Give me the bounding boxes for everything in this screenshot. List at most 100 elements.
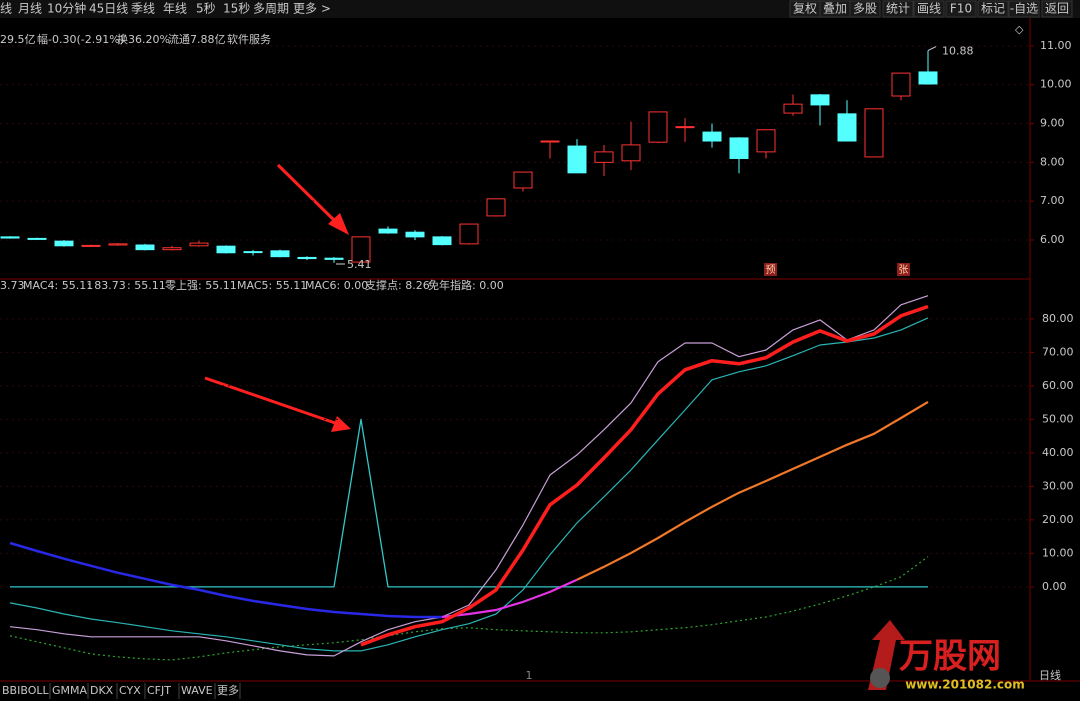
toolbar-item[interactable]: 更多 >	[293, 2, 331, 16]
legend-item: MAC4: 55.11	[23, 279, 93, 292]
indicator-tab[interactable]: CYX	[119, 684, 141, 697]
marker-label: 张	[899, 264, 909, 276]
y-tick-label: 20.00	[1042, 513, 1074, 526]
candle-body	[216, 245, 236, 254]
indicator-tab[interactable]: GMMA	[52, 684, 88, 697]
toolbar-button-label[interactable]: F10	[950, 2, 972, 16]
candle-body	[0, 236, 20, 239]
settings-icon[interactable]: ◇	[1015, 23, 1024, 36]
candle-body	[108, 243, 128, 246]
legend-item: : 83.73	[87, 279, 126, 292]
candle-body	[162, 247, 182, 251]
toolbar-item[interactable]: 10分钟	[47, 1, 86, 16]
legend-item: 3.73	[0, 279, 25, 292]
info-item: 软件服务	[227, 32, 271, 46]
y-tick-label: 0.00	[1042, 580, 1067, 593]
toolbar-item[interactable]: 5秒	[196, 2, 216, 16]
indicator-line	[9, 556, 929, 661]
marker-label: 预	[766, 264, 776, 276]
candle-body	[891, 72, 911, 97]
high-label: 10.88	[942, 45, 974, 58]
toolbar-button-label[interactable]: 多股	[853, 2, 877, 16]
indicator-tab[interactable]: BBIBOLL	[2, 684, 49, 697]
period-label: 日线	[1039, 668, 1061, 682]
indicator-line	[9, 295, 929, 657]
toolbar-button[interactable]	[913, 0, 945, 18]
candle-body	[513, 171, 533, 189]
toolbar-button-label[interactable]: 统计	[886, 2, 910, 16]
candle-body	[405, 231, 425, 238]
toolbar-item[interactable]: 多周期	[253, 2, 289, 16]
candle-body	[243, 251, 263, 254]
candle-body	[351, 236, 371, 263]
toolbar-button-label[interactable]: 画线	[917, 2, 941, 16]
toolbar-button[interactable]	[945, 0, 977, 18]
red-arrow	[204, 376, 351, 432]
legend-item: 支撑点: 8.26	[365, 278, 430, 292]
indicator-line	[9, 541, 442, 619]
candle-body	[135, 244, 155, 251]
toolbar-item[interactable]: 月线	[18, 2, 42, 16]
y-tick-label: 70.00	[1042, 345, 1074, 358]
candle-body	[702, 131, 722, 142]
indicator-tab[interactable]: CFJT	[147, 684, 171, 697]
toolbar-button[interactable]	[1041, 0, 1073, 18]
candle-body	[648, 111, 668, 143]
toolbar-button-label[interactable]: 返回	[1045, 2, 1069, 16]
candle-body	[675, 126, 695, 129]
toolbar-button-label[interactable]: -自选	[1010, 2, 1038, 16]
candle-body	[81, 244, 101, 247]
legend-item: : 55.11	[127, 279, 166, 292]
toolbar-button-label[interactable]: 标记	[981, 2, 1005, 16]
cursor-label: 1	[526, 669, 533, 682]
toolbar-item[interactable]: 15秒	[223, 2, 250, 16]
y-tick-label: 6.00	[1040, 233, 1065, 246]
y-tick-label: 30.00	[1042, 479, 1074, 492]
candle-body	[837, 113, 857, 142]
indicator-tab[interactable]: WAVE	[181, 684, 213, 697]
toolbar-button[interactable]	[849, 0, 881, 18]
info-item: 29.5亿	[0, 33, 36, 46]
y-tick-label: 60.00	[1042, 379, 1074, 392]
candle-body	[459, 223, 479, 245]
candle-body	[54, 240, 74, 247]
y-tick-label: 10.00	[1040, 78, 1072, 91]
y-tick-label: 7.00	[1040, 194, 1065, 207]
toolbar-item[interactable]: 季线	[131, 2, 155, 16]
candle-body	[810, 94, 830, 106]
indicator-tab[interactable]: DKX	[90, 684, 114, 697]
candle-body	[270, 250, 290, 258]
candle-body	[540, 140, 560, 143]
y-tick-label: 10.00	[1042, 546, 1074, 559]
candle-body	[864, 108, 884, 158]
indicator-line	[576, 400, 929, 581]
indicator-line	[10, 418, 928, 588]
candle-body	[783, 103, 803, 114]
y-tick-label: 11.00	[1040, 39, 1072, 52]
red-arrow	[276, 163, 349, 235]
info-item: 换36.20%	[117, 32, 170, 46]
toolbar-button[interactable]	[977, 0, 1009, 18]
watermark: 万股网 www.201082.com	[868, 620, 1025, 692]
indicator-tab[interactable]: 更多	[217, 683, 239, 697]
toolbar-item[interactable]: 线	[0, 2, 12, 16]
candle-body	[918, 71, 938, 85]
low-label: 5.41	[347, 258, 372, 271]
candle-body	[297, 256, 317, 260]
indicator-line	[9, 317, 929, 652]
candle-body	[189, 242, 209, 247]
toolbar-item[interactable]: 年线	[163, 2, 187, 16]
toolbar-button[interactable]	[1008, 0, 1040, 18]
toolbar-button[interactable]	[882, 0, 914, 18]
y-tick-label: 40.00	[1042, 446, 1074, 459]
candle-body	[378, 228, 398, 234]
high-pointer	[927, 46, 937, 52]
toolbar-button-label[interactable]: 叠加	[823, 2, 847, 16]
info-item: 流通7.88亿	[168, 32, 226, 46]
toolbar-button-label[interactable]: 复权	[793, 2, 817, 16]
marker-box	[897, 263, 910, 276]
toolbar-item[interactable]: 45日线	[89, 2, 128, 16]
legend-item: MAC5: 55.11	[237, 279, 307, 292]
